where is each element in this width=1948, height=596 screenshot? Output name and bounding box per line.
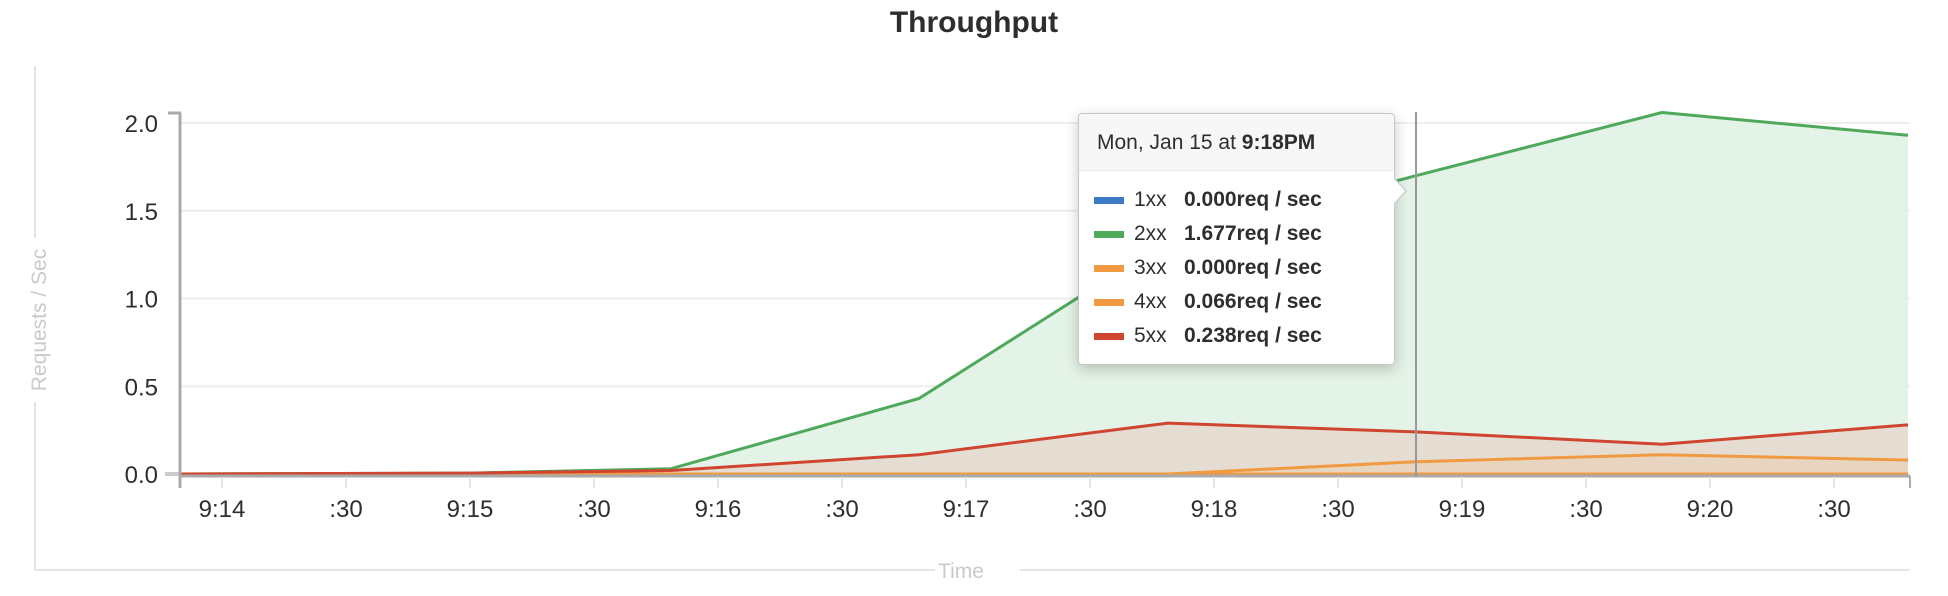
x-tick: 9:15 bbox=[447, 496, 494, 523]
tooltip-header: Mon, Jan 15 at 9:18PM bbox=[1079, 114, 1394, 171]
tooltip-arrow bbox=[1393, 177, 1407, 205]
line-5xx bbox=[179, 421, 1909, 476]
area-4xx bbox=[180, 454, 1908, 474]
area-2xx bbox=[180, 112, 1908, 474]
y-tick-labels: 0.0 0.5 1.0 1.5 2.0 bbox=[125, 111, 158, 489]
tooltip-series-value: 0.238req / sec bbox=[1184, 324, 1322, 347]
y-tick: 2.0 bbox=[125, 111, 158, 138]
x-tick: 9:20 bbox=[1687, 496, 1734, 523]
tooltip-rows: 1xx 0.000req / sec 2xx 1.677req / sec 3xx 0.0… bbox=[1079, 171, 1394, 353]
series-lines bbox=[179, 111, 1909, 476]
x-tick: 9:16 bbox=[695, 496, 742, 523]
tooltip-date: Mon, Jan 15 at bbox=[1097, 131, 1242, 154]
x-tick: :30 bbox=[1817, 496, 1850, 523]
tooltip-series-label: 3xx bbox=[1134, 256, 1167, 279]
tooltip-series-label: 4xx bbox=[1134, 290, 1167, 313]
tooltip-time: 9:18PM bbox=[1241, 131, 1316, 154]
y-tick: 1.5 bbox=[125, 199, 158, 226]
y-tick: 1.0 bbox=[125, 287, 158, 314]
tooltip-row-3xx: 3xx 0.000req / sec bbox=[1079, 251, 1394, 285]
x-tick: :30 bbox=[1073, 496, 1106, 523]
legend-swatch-icon bbox=[1094, 332, 1124, 340]
x-tick: 9:14 bbox=[199, 496, 246, 523]
tooltip-row-5xx: 5xx 0.238req / sec bbox=[1079, 319, 1394, 353]
tooltip-series-label: 1xx bbox=[1134, 188, 1167, 211]
legend-swatch-icon bbox=[1094, 230, 1124, 238]
x-tick: :30 bbox=[1569, 496, 1602, 523]
x-tick: 9:18 bbox=[1191, 496, 1238, 523]
x-tick: :30 bbox=[1321, 496, 1354, 523]
tooltip-series-value: 1.677req / sec bbox=[1184, 222, 1322, 245]
x-tick: :30 bbox=[825, 496, 858, 523]
tooltip-series-label: 5xx bbox=[1134, 324, 1167, 347]
hover-tooltip: Mon, Jan 15 at 9:18PM 1xx 0.000req / sec 2… bbox=[1078, 113, 1407, 365]
tooltip-series-label: 2xx bbox=[1134, 222, 1167, 245]
tooltip-series-value: 0.000req / sec bbox=[1184, 188, 1322, 211]
legend-swatch-icon bbox=[1094, 196, 1124, 204]
x-tick: :30 bbox=[329, 496, 362, 523]
y-tick: 0.0 bbox=[125, 462, 158, 489]
x-axis-label: Time bbox=[938, 560, 984, 583]
tooltip-series-value: 0.066req / sec bbox=[1184, 290, 1322, 313]
tooltip-row-2xx: 2xx 1.677req / sec bbox=[1079, 217, 1394, 251]
tooltip-row-4xx: 4xx 0.066req / sec bbox=[1079, 285, 1394, 319]
tooltip-row-1xx: 1xx 0.000req / sec bbox=[1079, 183, 1394, 217]
legend-swatch-icon bbox=[1094, 298, 1124, 306]
x-tick: :30 bbox=[577, 496, 610, 523]
series-areas bbox=[180, 112, 1908, 474]
legend-swatch-icon bbox=[1094, 264, 1124, 272]
chart-title: Throughput bbox=[889, 6, 1059, 39]
y-axis-label: Requests / Sec bbox=[28, 249, 51, 391]
y-tick: 0.5 bbox=[125, 374, 158, 401]
x-tick: 9:17 bbox=[943, 496, 990, 523]
x-tick-labels: 9:14 :30 9:15 :30 9:16 :30 9:17 :30 9:18 :30 9:19:… bbox=[199, 477, 1851, 523]
x-tick: 9:19 bbox=[1439, 496, 1486, 523]
tooltip-series-value: 0.000req / sec bbox=[1184, 256, 1322, 279]
